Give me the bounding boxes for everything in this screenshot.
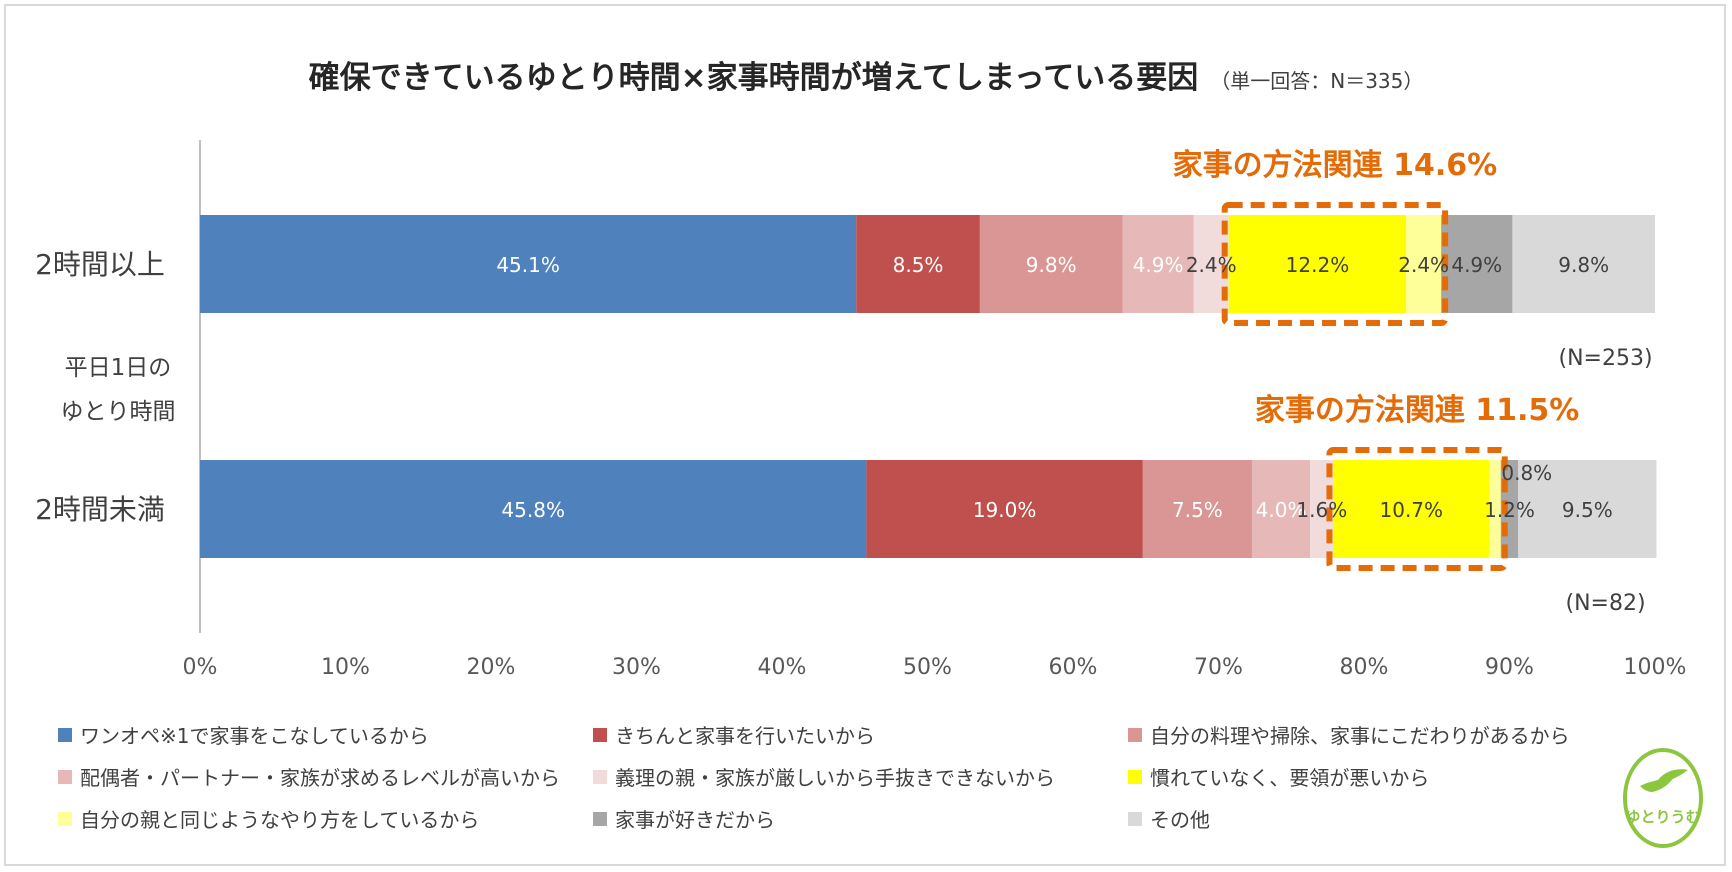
y-axis-label: 平日1日の — [65, 355, 172, 381]
bar-segment — [1441, 215, 1513, 313]
data-label: 9.8% — [1558, 253, 1609, 277]
data-label: 19.0% — [973, 498, 1037, 522]
data-label: 4.0% — [1256, 498, 1307, 522]
legend-swatch — [593, 811, 607, 826]
data-label: 7.5% — [1172, 498, 1223, 522]
legend-item: 義理の親・家族が厳しいから手抜きできないから — [593, 762, 1055, 791]
legend-label: ワンオペ※1で家事をこなしているから — [80, 724, 429, 748]
legend-swatch — [58, 769, 72, 784]
bar-segment — [1518, 460, 1657, 558]
category-label: 2時間未満 — [35, 493, 165, 526]
legend-item: 家事が好きだから — [593, 804, 775, 833]
data-label: 45.8% — [501, 498, 565, 522]
legend-item: 自分の親と同じようなやり方をしているから — [58, 804, 479, 833]
legend-label: 慣れていなく、要領が悪いから — [1150, 766, 1430, 790]
data-label: 2.4% — [1398, 253, 1449, 277]
bar-segment — [979, 215, 1123, 313]
title-block: 確保できているゆとり時間×家事時間が増えてしまっている要因 （単一回答：N＝335… — [0, 52, 1732, 97]
legend-swatch — [1128, 811, 1142, 826]
legend-label: その他 — [1150, 808, 1210, 832]
legend-swatch — [58, 727, 72, 742]
data-label: 2.4% — [1186, 253, 1237, 277]
data-label: 45.1% — [496, 253, 560, 277]
wing-icon — [1658, 769, 1688, 782]
bar-segment — [1228, 215, 1407, 313]
x-tick-label: 0% — [183, 655, 218, 680]
x-tick-label: 20% — [467, 655, 516, 680]
category-label: 2時間以上 — [35, 248, 165, 281]
legend-item: 慣れていなく、要領が悪いから — [1128, 762, 1429, 791]
chart-subtitle: （単一回答：N＝335） — [1210, 69, 1424, 93]
bar-segment — [1512, 215, 1655, 313]
legend-swatch — [1128, 727, 1142, 742]
yutorium-logo: ゆとりうむ — [1618, 740, 1708, 850]
bar-segment — [856, 215, 980, 313]
egg-icon — [1623, 748, 1703, 848]
data-label: 1.6% — [1296, 498, 1347, 522]
legend-label: 自分の親と同じようなやり方をしているから — [80, 808, 480, 832]
data-label: 1.2% — [1484, 498, 1535, 522]
logo-text: ゆとりうむ — [1625, 808, 1700, 826]
stacked-bar-chart: 0% 10% 20% 30% 40% 50% 60% 70% 80% 90% 100% 平日1日のゆと… — [35, 140, 1687, 680]
x-tick-label: 10% — [321, 655, 370, 680]
x-tick-label: 70% — [1194, 655, 1243, 680]
legend-swatch — [1128, 769, 1142, 784]
highlight-label: 家事の方法関連 11.5% — [1255, 393, 1580, 428]
chart-frame — [4, 4, 1726, 866]
y-axis-label: ゆとり時間 — [61, 399, 176, 425]
highlight-box — [1221, 202, 1449, 326]
legend-swatch — [593, 769, 607, 784]
legend-item: その他 — [1128, 804, 1210, 833]
highlight-label: 家事の方法関連 14.6% — [1173, 148, 1498, 183]
x-tick-label: 50% — [903, 655, 952, 680]
legend-label: 配偶者・パートナー・家族が求めるレベルが高いから — [80, 766, 560, 790]
x-tick-label: 90% — [1485, 655, 1534, 680]
x-tick-label: 40% — [758, 655, 807, 680]
data-label: 9.5% — [1562, 498, 1613, 522]
legend-swatch — [593, 727, 607, 742]
x-tick-label: 80% — [1340, 655, 1389, 680]
bar-segment — [1489, 460, 1501, 558]
sample-size-label: (N=82) — [1565, 591, 1645, 616]
highlight-box — [1326, 447, 1508, 571]
x-tick-label: 100% — [1624, 655, 1687, 680]
data-label: 10.7% — [1380, 498, 1444, 522]
legend-item: きちんと家事を行いたいから — [593, 720, 875, 749]
data-label: 12.2% — [1286, 253, 1350, 277]
data-label: 8.5% — [893, 253, 944, 277]
legend-label: 義理の親・家族が厳しいから手抜きできないから — [615, 766, 1055, 790]
bar-segment — [200, 460, 867, 558]
data-label: 4.9% — [1451, 253, 1502, 277]
legend-item: ワンオペ※1で家事をこなしているから — [58, 720, 429, 749]
legend-label: 家事が好きだから — [615, 808, 775, 832]
data-label: 9.8% — [1026, 253, 1077, 277]
x-tick-label: 30% — [612, 655, 661, 680]
legend-swatch — [58, 811, 72, 826]
bar-segment — [1333, 460, 1490, 558]
data-label: 0.8% — [1501, 461, 1552, 485]
legend-item: 自分の料理や掃除、家事にこだわりがあるから — [1128, 720, 1570, 749]
bar-segment — [1142, 460, 1252, 558]
bar-segment — [200, 215, 857, 313]
sample-size-label: (N=253) — [1558, 346, 1652, 371]
bar-segment — [1122, 215, 1194, 313]
x-tick-label: 60% — [1049, 655, 1098, 680]
legend-label: きちんと家事を行いたいから — [615, 724, 875, 748]
data-label: 4.9% — [1133, 253, 1184, 277]
bar-segment — [1406, 215, 1442, 313]
chart-title: 確保できているゆとり時間×家事時間が増えてしまっている要因 — [308, 60, 1199, 96]
bar-segment — [866, 460, 1143, 558]
legend-item: 配偶者・パートナー・家族が求めるレベルが高いから — [58, 762, 560, 791]
legend-label: 自分の料理や掃除、家事にこだわりがあるから — [1150, 724, 1570, 748]
bar-segment — [1251, 460, 1311, 558]
